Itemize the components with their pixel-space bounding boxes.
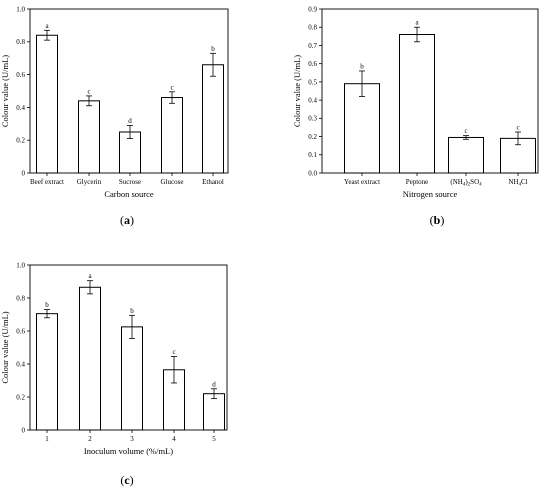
panel-label-part: c: [124, 473, 130, 487]
bar: [78, 100, 100, 174]
panel-label-part: b: [434, 213, 441, 227]
y-tick-label: 0.5: [308, 78, 317, 86]
x-tick-label-part: SO: [470, 178, 479, 186]
x-tick-label: 1: [45, 435, 49, 443]
x-tick-label: Glucose: [161, 178, 184, 186]
x-tick-label-part: (NH: [450, 178, 462, 186]
y-axis-label: Colour value (U/mL): [0, 55, 10, 127]
panel-label-part: ): [130, 213, 134, 227]
significance-letter: b: [130, 307, 134, 315]
significance-letter: a: [45, 22, 49, 30]
x-tick-label: Ethanol: [202, 178, 224, 186]
bar: [448, 136, 484, 174]
panel-label-part: (: [430, 213, 434, 227]
significance-letter: a: [88, 272, 92, 280]
significance-letter: d: [212, 380, 216, 388]
bar: [79, 286, 101, 431]
y-tick-label: 1.0: [16, 5, 25, 13]
significance-letter: d: [128, 117, 132, 125]
significance-letter: a: [415, 19, 419, 27]
significance-letter: c: [170, 83, 173, 91]
y-tick-label: 0.6: [308, 60, 317, 68]
y-tick-label: 0.2: [16, 137, 25, 145]
bar: [36, 34, 58, 174]
significance-letter: b: [360, 62, 364, 70]
x-tick-label-part: Yeast extract: [344, 178, 380, 186]
bar: [203, 393, 225, 431]
panel-label-part: (: [120, 473, 124, 487]
y-tick-label: 0.0: [308, 169, 317, 177]
y-tick-label: 0.9: [308, 5, 317, 13]
significance-letter: b: [45, 301, 49, 309]
panel-label-part: (: [120, 213, 124, 227]
x-axis-label: Nitrogen source: [403, 189, 458, 199]
x-tick-label-part: 2: [468, 183, 471, 188]
x-tick-label: Glycerin: [77, 178, 102, 186]
x-tick-label-part: 4: [479, 183, 482, 188]
panel-label: (b): [430, 213, 445, 227]
x-tick-label: Sucrose: [119, 178, 141, 186]
y-tick-label: 0.2: [16, 393, 25, 401]
y-axis-label: Colour value (U/mL): [0, 311, 10, 383]
y-tick-label: 0: [22, 169, 26, 177]
bar: [399, 34, 435, 174]
panel-label-part: ): [440, 213, 444, 227]
panel-a: 0 0.2 0.4 0.6 0.8 1.0 a Beef extract c Glycerin d S…: [0, 5, 229, 227]
x-tick-label: NH4Cl: [508, 178, 527, 188]
y-axis-label: Colour value (U/mL): [292, 55, 302, 127]
y-tick-label: 0.4: [16, 360, 25, 368]
x-tick-label-part: ): [465, 178, 468, 186]
y-tick-label: 0.2: [308, 133, 317, 141]
significance-letter: c: [87, 87, 90, 95]
bar: [202, 64, 224, 174]
x-tick-label-part: 4: [519, 183, 522, 188]
x-axis-label: Inoculum volume (%/mL): [84, 446, 173, 456]
x-tick-label: Yeast extract: [344, 178, 380, 186]
y-tick-label: 0.8: [16, 294, 25, 302]
y-tick-label: 0.8: [16, 38, 25, 46]
significance-letter: c: [516, 124, 519, 132]
x-tick-label-part: 4: [463, 183, 466, 188]
x-tick-label-part: Cl: [521, 178, 528, 186]
bar: [344, 83, 380, 174]
bar: [121, 326, 143, 431]
significance-letter: c: [464, 127, 467, 135]
panel-label-part: a: [124, 213, 130, 227]
x-tick-label: (NH4)2SO4: [450, 178, 482, 188]
significance-letter: b: [211, 45, 215, 53]
panel-c: 0 0.2 0.4 0.6 0.8 1.0 b 1 a 2 b 3 c 4 d 5 Inoculum volum…: [0, 261, 228, 487]
x-tick-label: 5: [212, 435, 216, 443]
panel-label: (c): [120, 473, 133, 487]
y-tick-label: 0.3: [308, 115, 317, 123]
x-tick-label: 2: [88, 435, 92, 443]
bar: [36, 313, 58, 431]
y-tick-label: 0.4: [308, 97, 317, 105]
x-tick-label: 4: [172, 435, 176, 443]
panel-label-part: ): [130, 473, 134, 487]
y-tick-label: 0: [22, 426, 26, 434]
y-tick-label: 1.0: [16, 261, 25, 269]
x-tick-label: Peptone: [406, 178, 429, 186]
y-tick-label: 0.8: [308, 24, 317, 32]
y-tick-label: 0.6: [16, 71, 25, 79]
y-tick-label: 0.6: [16, 327, 25, 335]
y-tick-label: 0.7: [308, 42, 317, 50]
panel-b: 0.0 0.1 0.2 0.3 0.4 0.5 0.6 0.7 0.8 0.9 b Yeast ext…: [292, 5, 539, 227]
x-tick-label-part: NH: [508, 178, 518, 186]
x-tick-label: Beef extract: [30, 178, 64, 186]
y-tick-label: 0.4: [16, 104, 25, 112]
x-tick-label: 3: [130, 435, 134, 443]
x-axis-label: Carbon source: [104, 189, 154, 199]
x-tick-label-part: Peptone: [406, 178, 429, 186]
y-tick-label: 0.1: [308, 151, 317, 159]
significance-letter: c: [172, 348, 175, 356]
bar: [161, 97, 183, 174]
panel-label: (a): [120, 213, 134, 227]
